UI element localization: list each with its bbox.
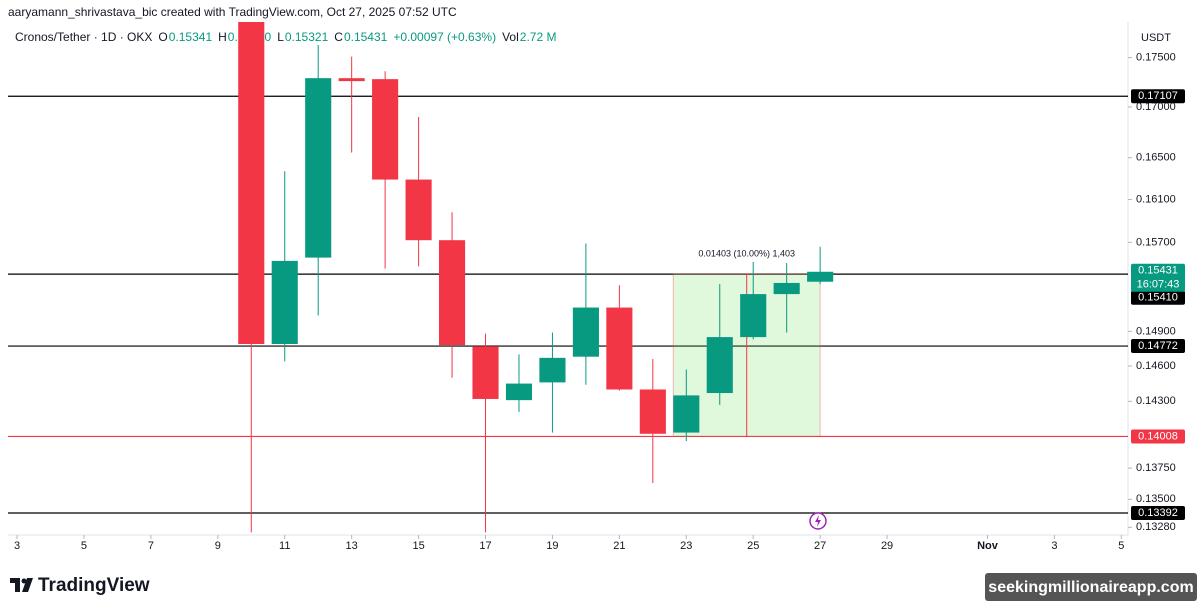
watermark: seekingmillionaireapp.com xyxy=(988,579,1193,596)
x-tick-label: 15 xyxy=(412,540,424,552)
credit: aaryamann_shrivastava_bic created with T… xyxy=(8,5,457,19)
y-tick-label: 0.13500 xyxy=(1136,493,1176,505)
price-line-label-box xyxy=(1131,339,1185,354)
candle-body xyxy=(305,78,332,258)
price-line-label: 0.13392 xyxy=(1138,507,1178,519)
countdown: 16:07:43 xyxy=(1137,279,1180,291)
x-tick-label: 13 xyxy=(346,540,358,552)
grid xyxy=(8,95,1128,514)
x-tick-label: 21 xyxy=(613,540,625,552)
price-line-label-box xyxy=(1131,429,1185,444)
measure-label: 0.01403 (10.00%) 1,403 xyxy=(698,248,795,258)
candle-body xyxy=(606,307,633,390)
x-tick-label: 19 xyxy=(546,540,558,552)
legend-item: Vol xyxy=(502,30,519,44)
candle-body xyxy=(673,395,700,433)
y-tick-label: 0.17000 xyxy=(1136,101,1176,113)
candle-body xyxy=(372,79,399,180)
tradingview-logo: TradingView xyxy=(10,575,150,596)
last-price-label: 0.15431 xyxy=(1138,265,1178,277)
x-tick-label: 9 xyxy=(215,540,221,552)
legend-item: O xyxy=(158,30,167,44)
x-tick-label: Nov xyxy=(977,540,999,552)
alert-icon xyxy=(809,512,827,530)
legend-item: 0.15341 xyxy=(169,30,213,44)
x-tick-label: 5 xyxy=(1118,540,1124,552)
price-line-label: 0.17107 xyxy=(1138,90,1178,102)
price-line-label: 0.14008 xyxy=(1138,430,1178,442)
legend-item: 0.15321 xyxy=(285,30,329,44)
legend-item: 2.72 M xyxy=(520,30,557,44)
logo-text: TradingView xyxy=(38,575,150,596)
candle-body xyxy=(539,357,566,383)
x-tick-label: 7 xyxy=(148,540,154,552)
x-tick-label: 17 xyxy=(479,540,491,552)
price-line-label: 0.15410 xyxy=(1138,292,1178,304)
candle-body xyxy=(238,22,265,344)
y-tick-label: 0.16100 xyxy=(1136,193,1176,205)
price-line-label-box xyxy=(1131,89,1185,104)
y-tick-label: 0.17500 xyxy=(1136,52,1176,64)
price-line-label-box xyxy=(1131,290,1185,305)
y-tick-label: 0.14900 xyxy=(1136,325,1176,337)
x-tick-label: 11 xyxy=(279,540,290,552)
candle-body xyxy=(338,78,365,82)
legend-item: 0.15431 xyxy=(344,30,388,44)
y-tick-label: 0.14300 xyxy=(1136,395,1176,407)
watermark-box xyxy=(985,573,1197,601)
price-line-label: 0.14772 xyxy=(1138,340,1178,352)
candle-body xyxy=(773,282,800,295)
candle-body xyxy=(439,240,466,346)
x-tick-label: 5 xyxy=(81,540,87,552)
last-price-box xyxy=(1131,263,1185,292)
x-tick-label: 3 xyxy=(14,540,20,552)
x-tick-label: 3 xyxy=(1051,540,1057,552)
plot-area xyxy=(238,22,834,533)
candle-body xyxy=(740,294,767,338)
candle-body xyxy=(807,271,834,282)
y-tick-label: 0.15700 xyxy=(1136,236,1176,248)
candle-body xyxy=(706,337,733,394)
y-tick-label: 0.16500 xyxy=(1136,152,1176,164)
candle-body xyxy=(472,346,499,399)
x-tick-label: 25 xyxy=(747,540,759,552)
y-tick-label: 0.14600 xyxy=(1136,360,1176,372)
legend-item: C xyxy=(334,30,343,44)
candle-body xyxy=(505,383,533,401)
candle-body xyxy=(405,179,432,241)
candle-body xyxy=(572,307,599,357)
legend-item: Cronos/Tether · 1D · OKX xyxy=(15,30,152,44)
x-tick-label: 29 xyxy=(881,540,893,552)
price-line-label-box xyxy=(1131,505,1185,520)
x-tick-label: 27 xyxy=(814,540,826,552)
legend-item: H xyxy=(218,30,227,44)
y-tick-label: 0.13750 xyxy=(1136,462,1176,474)
candle-body xyxy=(271,260,298,344)
legend-item: +0.00097 (+0.63%) xyxy=(393,30,496,44)
candle-body xyxy=(639,389,666,434)
currency: USDT xyxy=(1141,32,1171,44)
axes: 0.17500 0.17000 0.16500 0.16100 0.15700 0.149… xyxy=(14,52,1185,552)
y-tick-label: 0.13280 xyxy=(1136,521,1176,533)
x-tick-label: 23 xyxy=(680,540,692,552)
symbol-legend: Cronos/Tether · 1D · OKXO0.15341H0.15660… xyxy=(15,30,556,44)
legend-item: L xyxy=(277,30,284,44)
